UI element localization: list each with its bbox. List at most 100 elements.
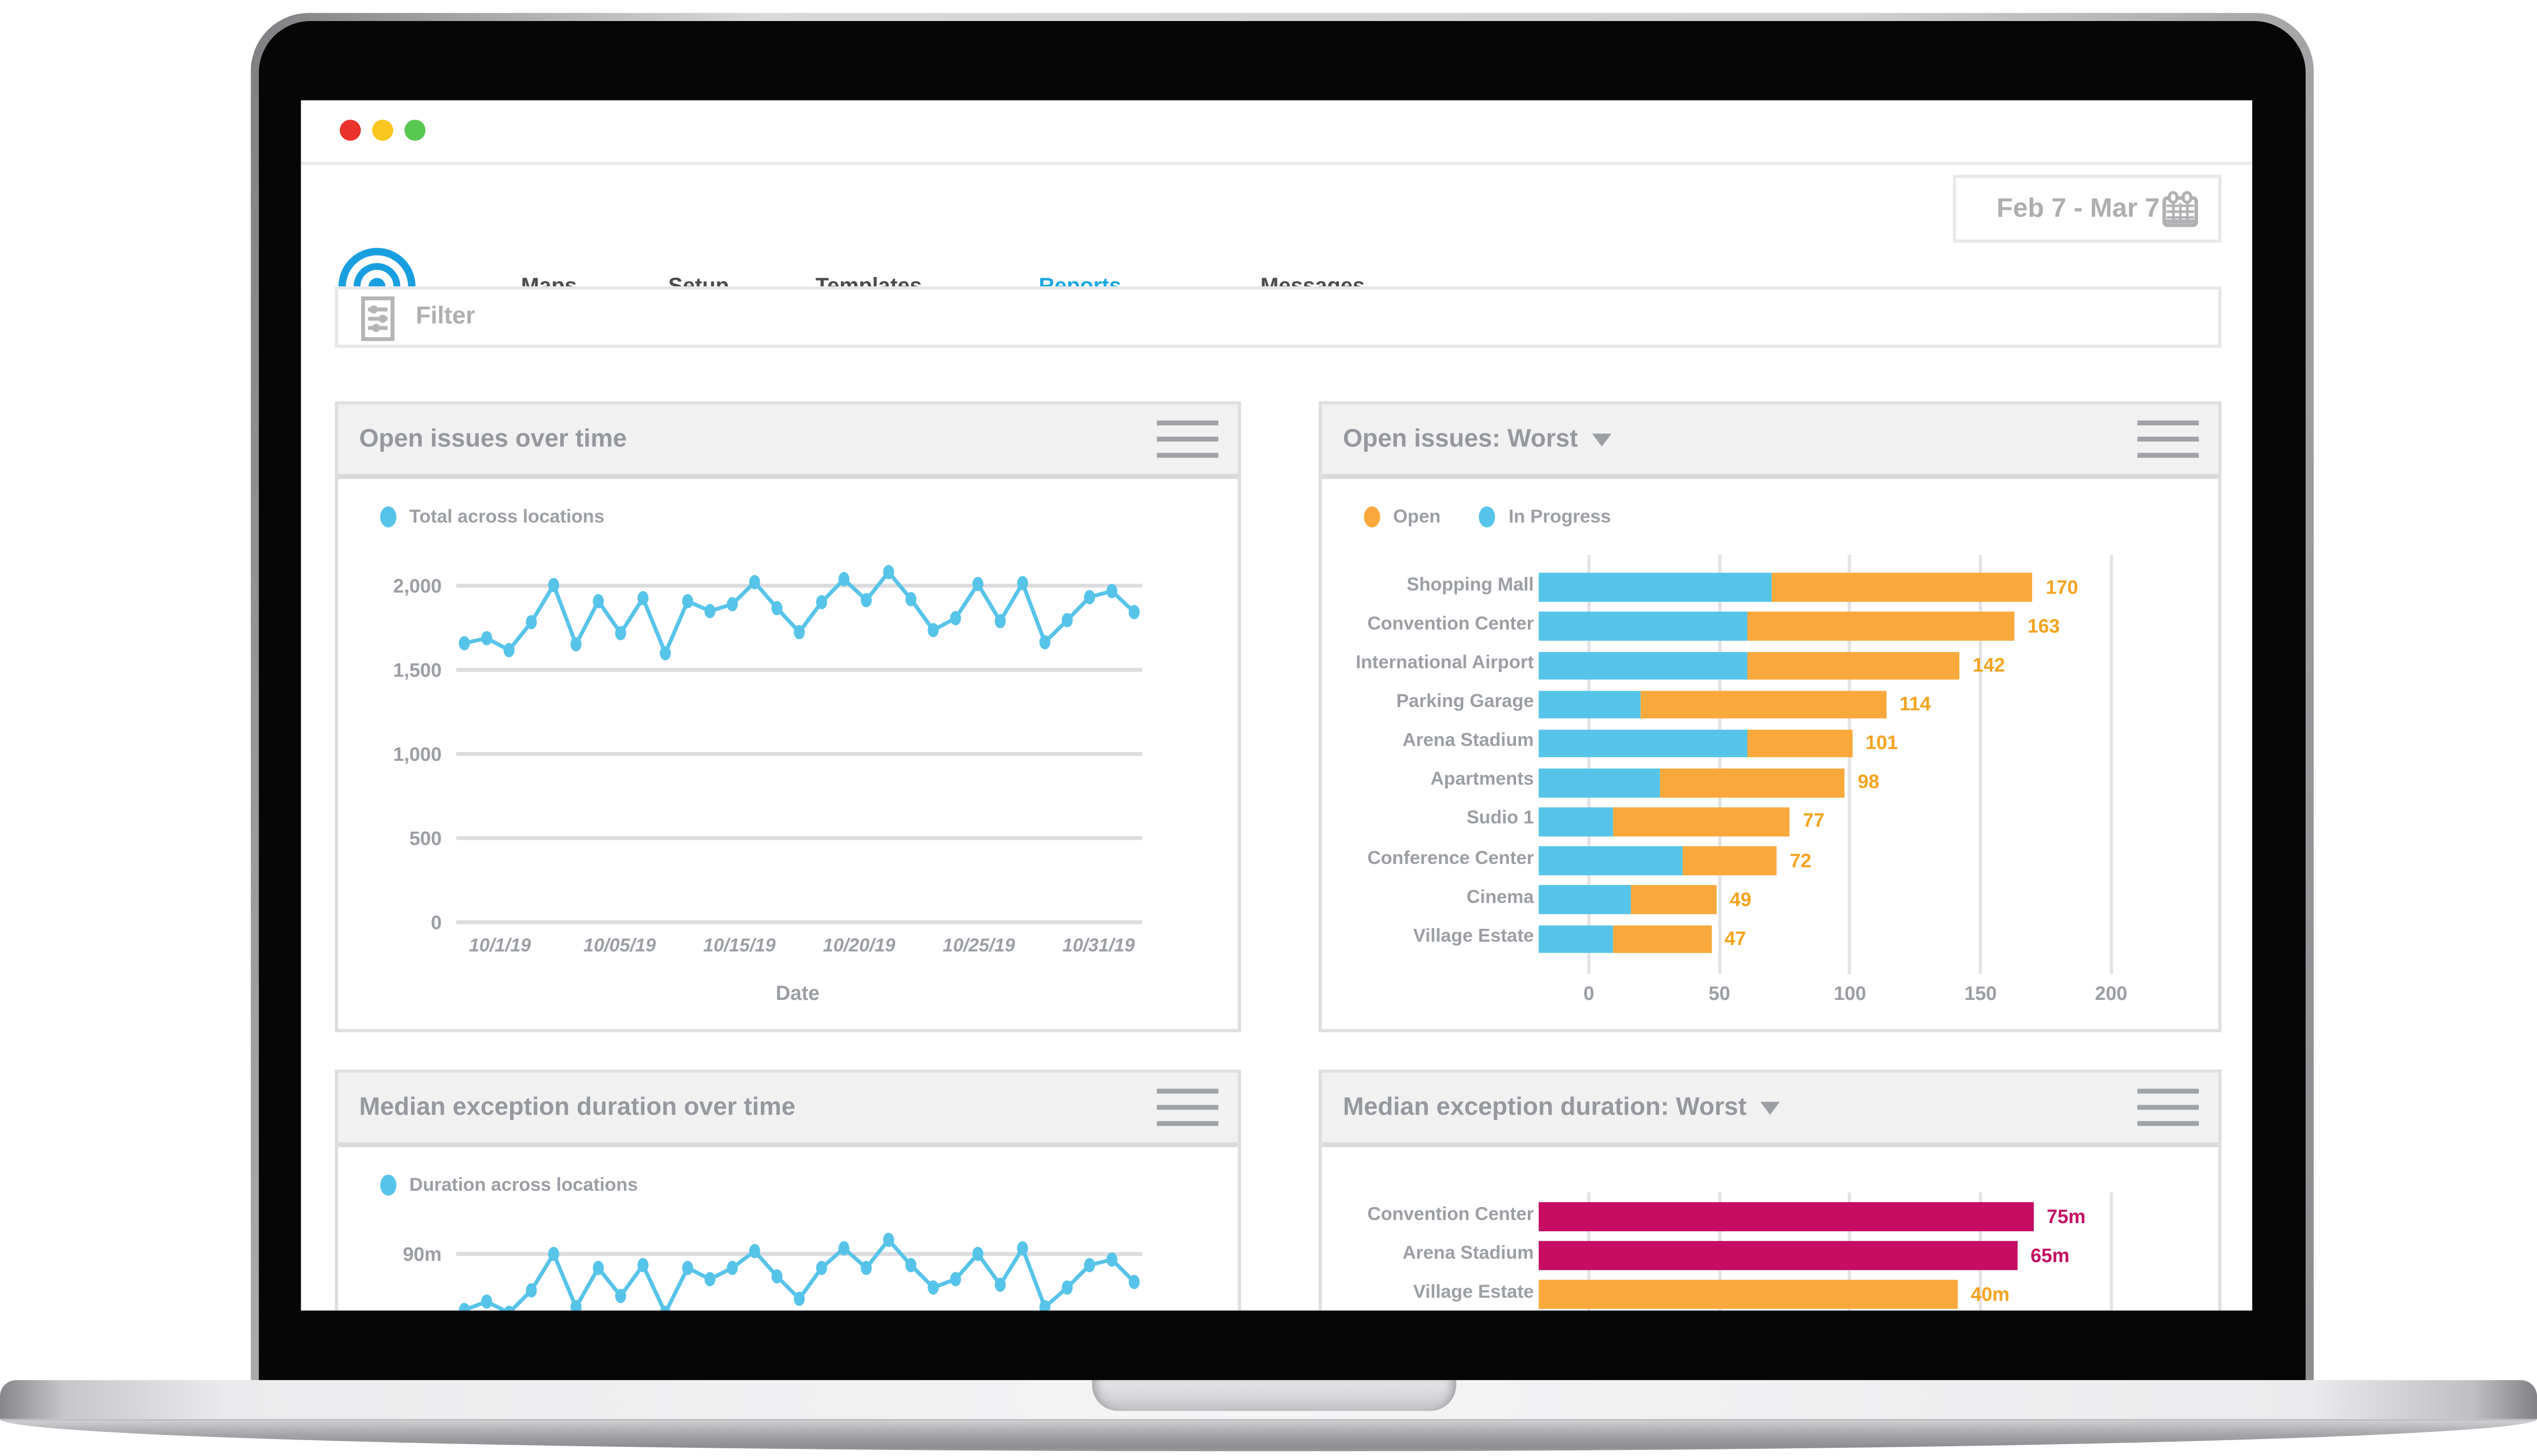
card-body: Duration across locations 90m (338, 1147, 1237, 1311)
data-point (883, 565, 894, 579)
traffic-light-zoom-icon[interactable] (403, 120, 425, 141)
x-axis-tick: 50 (1708, 982, 1730, 1005)
laptop-base (0, 1380, 2537, 1451)
stacked-bar (1539, 690, 1887, 719)
data-point (1084, 1258, 1095, 1272)
data-point (928, 1280, 939, 1295)
legend-swatch-icon (1364, 506, 1381, 528)
x-axis-tick: 10/15/19 (703, 934, 776, 955)
traffic-light-close-icon[interactable] (339, 120, 360, 141)
data-point (794, 1291, 805, 1306)
data-point (1061, 613, 1073, 627)
calendar-icon (2162, 191, 2198, 227)
bar-segment-open (1748, 729, 1853, 758)
bar-category-label: Convention Center (1367, 1204, 1534, 1224)
gridline (1587, 555, 1591, 974)
legend-label: Duration across locations (409, 1175, 638, 1195)
bar-segment-open (1683, 847, 1777, 875)
stacked-bar (1539, 729, 1853, 758)
bar (1539, 1202, 2034, 1231)
bar-segment-in-progress (1539, 729, 1748, 758)
data-point (548, 1247, 559, 1261)
stacked-bar (1539, 769, 1845, 797)
bar-segment-open (1748, 612, 2015, 641)
bar-value-label: 101 (1865, 731, 1898, 754)
card-title-text: Open issues: Worst (1343, 424, 1578, 452)
data-point (1017, 1241, 1028, 1256)
y-axis-tick: 0 (431, 912, 442, 934)
data-point (660, 1306, 671, 1311)
bar-category-label: Village Estate (1413, 1282, 1534, 1302)
bar-category-label: Parking Garage (1396, 692, 1534, 712)
bar-segment-in-progress (1539, 690, 1641, 719)
card-body: Total across locations 2,000 1,500 1,000 50… (338, 479, 1237, 1005)
card-menu-icon[interactable] (1156, 1078, 1218, 1137)
stacked-bar (1539, 924, 1712, 953)
bar-category-label: Village Estate (1413, 927, 1534, 947)
data-point (503, 643, 515, 658)
x-axis-tick: 10/25/19 (942, 934, 1015, 955)
bar-value-label: 49 (1729, 888, 1752, 911)
bar (1539, 1280, 1958, 1309)
bar-segment-in-progress (1539, 769, 1660, 797)
stacked-bar (1539, 886, 1717, 914)
stacked-bar (1539, 808, 1790, 836)
data-point (704, 604, 716, 619)
data-point (525, 1283, 537, 1298)
data-point (593, 594, 604, 608)
line-chart-median-duration: 90m (338, 1147, 1234, 1311)
data-point (615, 626, 626, 641)
bar-segment-in-progress (1539, 847, 1683, 875)
bar-segment-open (1612, 808, 1790, 836)
card-median-duration-worst: Median exception duration: Worst Convent… (1319, 1069, 2222, 1311)
stacked-bar (1539, 651, 1960, 680)
card-header: Median exception duration: Worst (1322, 1072, 2218, 1147)
x-axis-tick: 10/31/19 (1063, 934, 1135, 955)
data-point (570, 1300, 582, 1311)
data-point (972, 1247, 984, 1261)
data-point (1039, 635, 1051, 650)
data-point (838, 572, 850, 586)
filter-sliders-icon (361, 296, 395, 341)
bar-segment-in-progress (1539, 886, 1631, 914)
laptop-base-underside (0, 1419, 2537, 1451)
browser-window: Maps Setup Templates Reports Messages Feb 7 … (301, 100, 2252, 1311)
card-title: Open issues over time (359, 425, 627, 454)
date-range-picker[interactable]: Feb 7 - Mar 7 (1953, 174, 2222, 243)
bar-segment-open (1641, 690, 1887, 719)
card-menu-icon[interactable] (1156, 410, 1218, 468)
laptop-screen-frame: Maps Setup Templates Reports Messages Feb 7 … (250, 13, 2314, 1381)
window-titlebar (301, 100, 2252, 165)
card-header: Median exception duration over time (338, 1072, 1238, 1147)
filter-bar[interactable]: Filter (335, 286, 2222, 348)
card-title-text: Open issues over time (359, 424, 627, 452)
bar-category-label: Cinema (1466, 888, 1534, 908)
y-axis-tick: 2,000 (393, 576, 442, 597)
chart-legend: Total across locations (380, 506, 604, 528)
bar-value-label: 75m (2047, 1204, 2086, 1228)
bar-chart-median-duration: Convention Center 75m Arena Stadium 65m Vill… (1322, 1147, 2218, 1311)
stacked-bar (1539, 612, 2015, 641)
card-title-dropdown[interactable]: Median exception duration: Worst (1343, 1093, 1781, 1122)
data-point (1039, 1300, 1051, 1311)
card-median-duration-over-time: Median exception duration over time Dura… (335, 1069, 1241, 1311)
legend-swatch-icon (1479, 506, 1496, 528)
main-navbar: Maps Setup Templates Reports Messages Feb 7 … (301, 165, 2252, 325)
bar-segment-open (1630, 886, 1717, 914)
data-point (704, 1272, 716, 1287)
card-title-dropdown[interactable]: Open issues: Worst (1343, 425, 1612, 454)
x-axis-tick: 200 (2095, 982, 2128, 1005)
data-point (950, 1272, 961, 1287)
data-point (481, 1294, 493, 1309)
card-header: Open issues: Worst (1322, 404, 2218, 479)
card-menu-icon[interactable] (2137, 1078, 2199, 1137)
card-menu-icon[interactable] (2137, 410, 2199, 468)
data-point (570, 637, 582, 652)
data-point (1017, 576, 1028, 591)
data-point (994, 614, 1006, 628)
traffic-light-minimize-icon[interactable] (371, 120, 392, 141)
bar-segment-in-progress (1539, 808, 1612, 836)
laptop-bezel: Maps Setup Templates Reports Messages Feb 7 … (259, 21, 2306, 1381)
